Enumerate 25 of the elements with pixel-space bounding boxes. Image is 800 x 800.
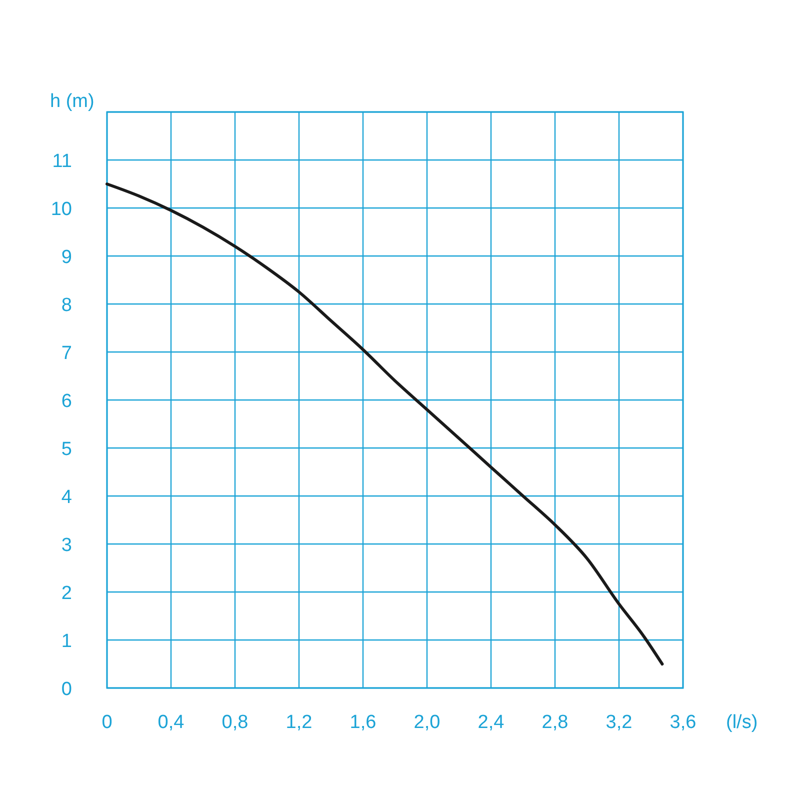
x-tick-label: 0	[102, 712, 112, 733]
y-tick-label: 2	[61, 583, 72, 604]
x-tick-label: 1,6	[350, 712, 376, 733]
y-tick-label: 7	[61, 343, 72, 364]
x-tick-label: 0,8	[222, 712, 248, 733]
x-tick-label: 2,0	[414, 712, 440, 733]
x-tick-label: 1,2	[286, 712, 312, 733]
y-axis-title: h (m)	[50, 91, 94, 112]
x-axis-title: (l/s)	[726, 712, 758, 733]
y-tick-label: 3	[61, 535, 72, 556]
y-tick-label: 6	[61, 391, 72, 412]
x-tick-label: 2,8	[542, 712, 568, 733]
y-tick-label: 9	[61, 247, 72, 268]
y-tick-label: 0	[61, 679, 72, 700]
y-tick-label: 11	[52, 151, 72, 172]
y-tick-label: 4	[61, 487, 72, 508]
x-tick-label: 2,4	[478, 712, 505, 733]
x-tick-label: 3,6	[670, 712, 696, 733]
y-tick-label: 5	[61, 439, 72, 460]
x-tick-label: 0,4	[158, 712, 185, 733]
y-tick-label: 8	[61, 295, 72, 316]
y-tick-label: 10	[50, 199, 72, 220]
line-series	[106, 182, 664, 666]
y-tick-label: 1	[61, 631, 72, 652]
x-tick-label: 3,2	[606, 712, 632, 733]
